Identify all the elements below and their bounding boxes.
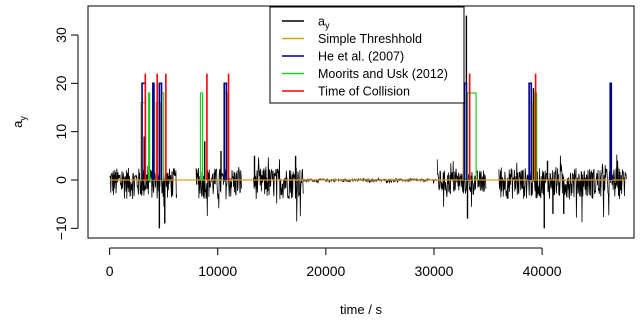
he-2007-pulse bbox=[609, 82, 613, 180]
y-tick-label: 10 bbox=[53, 124, 69, 140]
legend-label: ay bbox=[318, 15, 330, 31]
series-layer bbox=[109, 15, 627, 229]
x-tick-label: 20000 bbox=[306, 263, 345, 279]
y-axis-title-subscript: y bbox=[18, 116, 28, 121]
he-2007-pulse bbox=[152, 82, 155, 180]
legend-label: Moorits and Usk (2012) bbox=[318, 67, 448, 81]
legend-box bbox=[269, 6, 465, 104]
legend-label: He et al. (2007) bbox=[318, 50, 404, 64]
moorits-usk-pulse bbox=[199, 92, 204, 180]
y-tick-label: 0 bbox=[53, 176, 69, 184]
x-tick-label: 40000 bbox=[523, 263, 562, 279]
he-2007-pulse bbox=[463, 82, 468, 180]
he-2007-pulse bbox=[528, 82, 533, 180]
he-2007-pulse bbox=[158, 82, 163, 180]
signal-line bbox=[109, 154, 627, 223]
y-axis-title-main: a bbox=[10, 120, 25, 128]
moorits-usk-pulse bbox=[147, 92, 151, 180]
y-tick-label: 20 bbox=[53, 75, 69, 91]
moorits-usk-pulse bbox=[466, 92, 477, 180]
x-tick-label: 30000 bbox=[415, 263, 454, 279]
legend-label-subscript: y bbox=[325, 21, 330, 31]
x-tick-label: 0 bbox=[106, 263, 114, 279]
y-axis-title: ay bbox=[10, 116, 28, 128]
axes-layer: 0 10000 20000 30000 40000 −10 0 10 20 30 bbox=[53, 27, 562, 279]
he-2007-pulse bbox=[223, 82, 228, 180]
legend-label: Time of Collision bbox=[318, 85, 410, 99]
simple-threshold-pulse bbox=[155, 102, 162, 180]
x-axis-title: time / s bbox=[340, 302, 382, 317]
x-tick-label: 10000 bbox=[198, 263, 237, 279]
plot-frame bbox=[87, 5, 635, 239]
y-tick-label: −10 bbox=[53, 216, 69, 240]
legend-label: Simple Threshhold bbox=[318, 32, 422, 46]
y-tick-label: 30 bbox=[53, 27, 69, 43]
